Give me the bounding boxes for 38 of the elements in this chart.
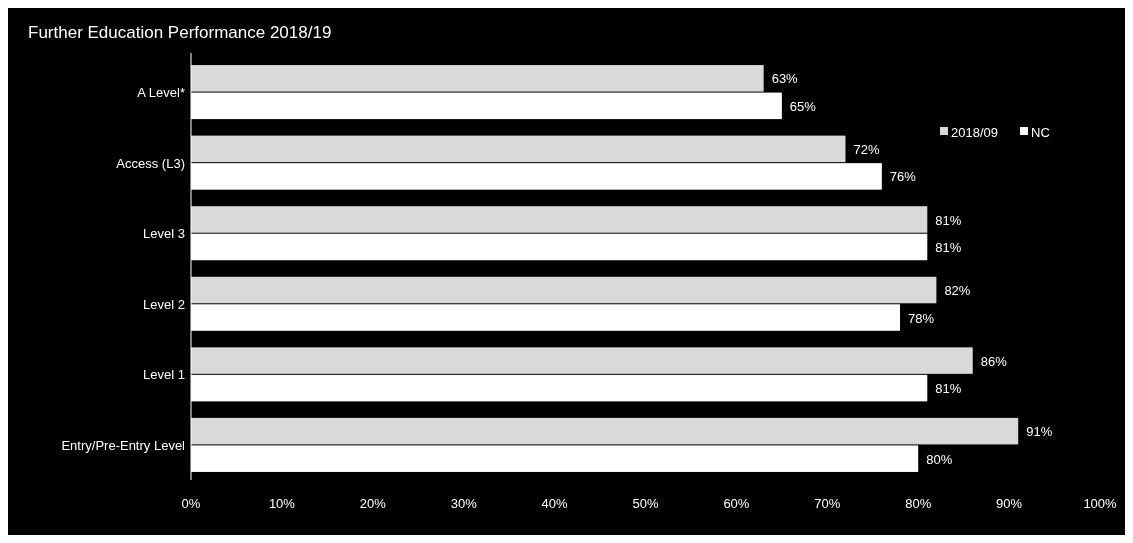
bar	[191, 347, 973, 374]
text: 72%	[853, 141, 880, 157]
legend-label: NC	[1031, 124, 1050, 140]
x-tick-label: 90%	[996, 496, 1023, 511]
text: 81%	[935, 212, 962, 228]
bar	[191, 206, 928, 233]
text: 91%	[1026, 424, 1053, 440]
text: 81%	[935, 381, 962, 397]
x-tick-label: 20%	[359, 496, 387, 511]
bar	[191, 135, 846, 163]
text: 86%	[980, 353, 1007, 369]
x-tick-label: 70%	[814, 496, 841, 511]
bar	[191, 276, 937, 304]
text: 82%	[944, 283, 971, 299]
y-tick-label: Access (L3)	[116, 155, 185, 171]
y-tick-label: A Level*	[137, 85, 185, 101]
y-tick-label: Level 2	[143, 296, 185, 312]
bar	[191, 65, 764, 92]
x-tick-label: 40%	[541, 496, 569, 511]
x-tick-label: 100%	[1083, 496, 1118, 511]
chart-title: Further Education Performance 2018/19	[28, 23, 332, 42]
bar	[191, 417, 1019, 445]
x-tick-label: 10%	[268, 496, 296, 511]
text: 63%	[771, 71, 798, 87]
x-tick-label: 80%	[905, 496, 932, 511]
legend-label: 2018/09	[951, 124, 998, 140]
text: 78%	[908, 310, 935, 326]
x-tick-label: 30%	[450, 496, 478, 511]
x-tick-label: 50%	[632, 496, 659, 511]
text: 81%	[935, 240, 962, 256]
y-tick-label: Level 1	[143, 367, 185, 383]
text: 80%	[926, 451, 953, 467]
y-tick-label: Entry/Pre-Entry Level	[61, 437, 186, 453]
x-tick-label: 0%	[181, 496, 201, 511]
text: 65%	[789, 98, 816, 114]
text: 76%	[889, 169, 916, 185]
x-tick-label: 60%	[723, 496, 750, 511]
y-tick-label: Level 3	[143, 226, 185, 242]
